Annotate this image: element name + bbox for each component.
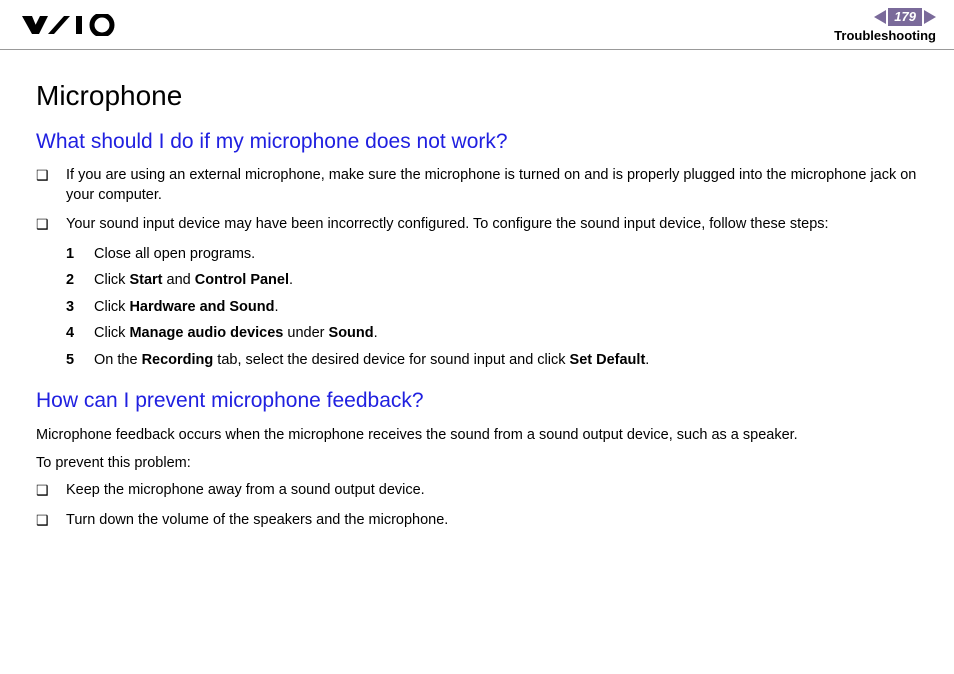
bullet-icon: ❑: [36, 166, 66, 185]
step-text: Click Hardware and Sound.: [94, 298, 924, 318]
step-number: 1: [66, 245, 94, 265]
content: Microphone What should I do if my microp…: [0, 50, 954, 530]
list-item: 3 Click Hardware and Sound.: [66, 298, 924, 318]
list-item: 2 Click Start and Control Panel.: [66, 271, 924, 291]
bullet-text: Keep the microphone away from a sound ou…: [66, 481, 924, 501]
list-item: 1 Close all open programs.: [66, 245, 924, 265]
step-number: 3: [66, 298, 94, 318]
list-item: 4 Click Manage audio devices under Sound…: [66, 324, 924, 344]
question-2-heading: How can I prevent microphone feedback?: [36, 389, 924, 413]
bullet-icon: ❑: [36, 481, 66, 500]
step-text: Close all open programs.: [94, 245, 924, 265]
question-1-heading: What should I do if my microphone does n…: [36, 130, 924, 154]
page-header: 179 Troubleshooting: [0, 0, 954, 50]
step-text: On the Recording tab, select the desired…: [94, 351, 924, 371]
bullet-item: ❑ Your sound input device may have been …: [36, 215, 924, 235]
step-text: Click Manage audio devices under Sound.: [94, 324, 924, 344]
next-page-arrow-icon[interactable]: [924, 10, 936, 24]
header-right: 179 Troubleshooting: [834, 8, 936, 43]
prev-page-arrow-icon[interactable]: [874, 10, 886, 24]
bullet-icon: ❑: [36, 511, 66, 530]
bullet-text: Your sound input device may have been in…: [66, 215, 924, 235]
bullet-item: ❑ Turn down the volume of the speakers a…: [36, 511, 924, 531]
section-label: Troubleshooting: [834, 28, 936, 43]
bullet-text: If you are using an external microphone,…: [66, 166, 924, 205]
step-text: Click Start and Control Panel.: [94, 271, 924, 291]
paragraph: Microphone feedback occurs when the micr…: [36, 425, 924, 445]
bullet-text: Turn down the volume of the speakers and…: [66, 511, 924, 531]
page-number: 179: [888, 8, 922, 26]
bullet-item: ❑ Keep the microphone away from a sound …: [36, 481, 924, 501]
page-title: Microphone: [36, 80, 924, 112]
list-item: 5 On the Recording tab, select the desir…: [66, 351, 924, 371]
step-number: 2: [66, 271, 94, 291]
bullet-icon: ❑: [36, 215, 66, 234]
paragraph: To prevent this problem:: [36, 453, 924, 473]
bullet-item: ❑ If you are using an external microphon…: [36, 166, 924, 205]
page-nav: 179: [834, 8, 936, 26]
numbered-list: 1 Close all open programs. 2 Click Start…: [36, 245, 924, 371]
vaio-logo: [22, 14, 122, 41]
step-number: 5: [66, 351, 94, 371]
step-number: 4: [66, 324, 94, 344]
